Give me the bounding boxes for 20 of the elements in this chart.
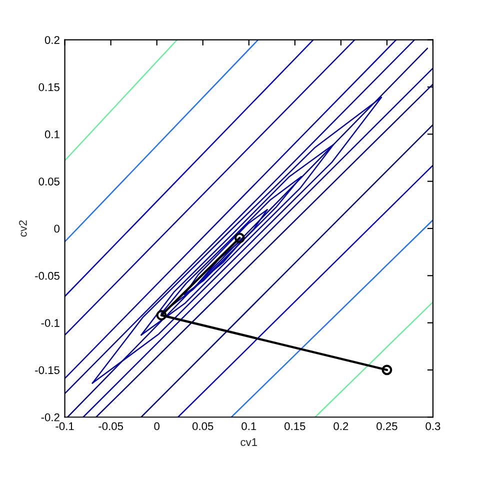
y-tick-label: -0.1 bbox=[41, 319, 60, 327]
y-tick-label: -0.15 bbox=[35, 366, 60, 374]
x-tick-label: -0.1 bbox=[56, 422, 74, 430]
x-tick-label: 0.2 bbox=[334, 422, 348, 430]
y-tick-label: 0.1 bbox=[44, 130, 60, 138]
x-tick-label: 0.05 bbox=[192, 422, 214, 430]
y-tick-label: 0.15 bbox=[38, 83, 60, 92]
x-tick-label: 0.3 bbox=[426, 422, 440, 430]
x-tick-label: 0.15 bbox=[284, 422, 306, 430]
x-tick-label: 0.1 bbox=[242, 422, 256, 430]
y-tick-label: -0.2 bbox=[41, 413, 60, 422]
x-tick-label: -0.05 bbox=[98, 422, 124, 430]
x-tick-label: 0.25 bbox=[376, 422, 398, 430]
x-tick-label: 0 bbox=[154, 422, 160, 430]
y-tick-label: 0.2 bbox=[44, 36, 60, 44]
y-axis-title: cv2 bbox=[18, 220, 27, 237]
y-tick-label: -0.05 bbox=[35, 272, 60, 280]
x-axis-title: cv1 bbox=[240, 438, 257, 446]
y-tick-label: 0.05 bbox=[38, 178, 60, 186]
y-tick-label: 0 bbox=[54, 224, 60, 233]
